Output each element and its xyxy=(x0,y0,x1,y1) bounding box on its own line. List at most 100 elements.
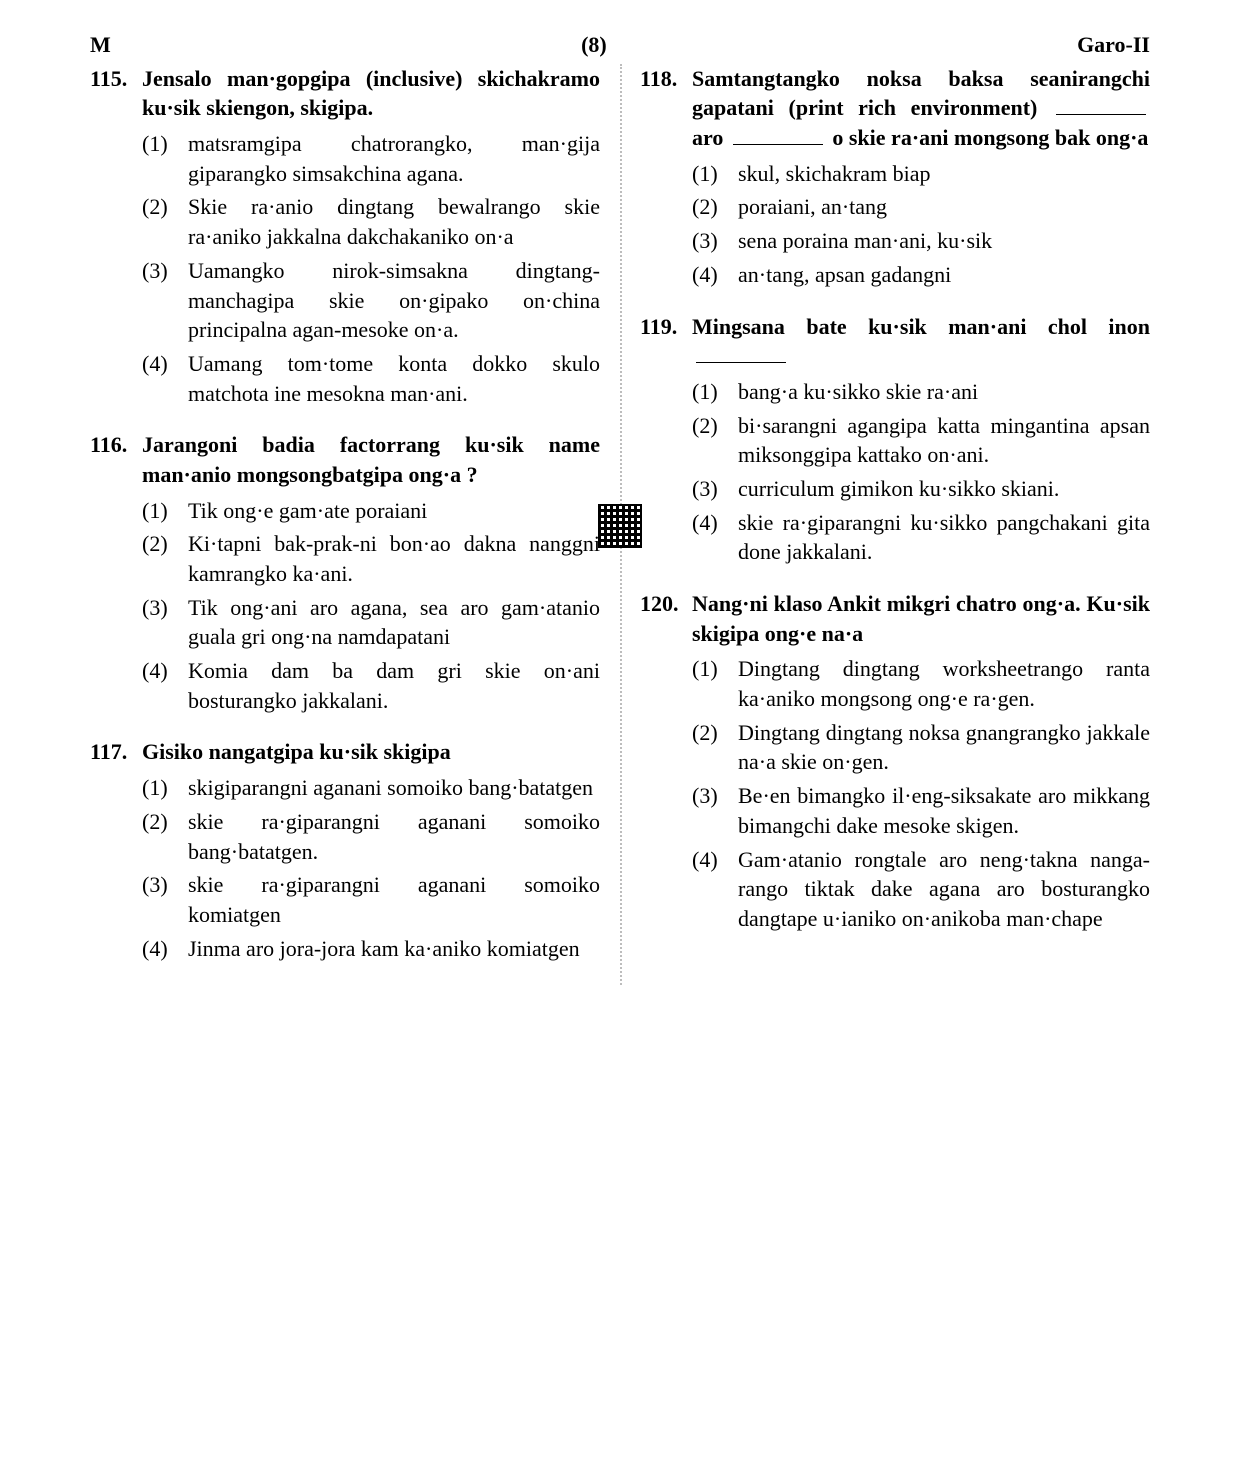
option: (4)Gam·atanio rongtale aro neng·takna na… xyxy=(692,845,1150,934)
question: 116.Jarangoni badia factorrang ku·sik na… xyxy=(90,430,600,719)
fill-blank xyxy=(733,123,823,145)
option-text: sena poraina man·ani, ku·sik xyxy=(738,226,1150,256)
question: 118.Samtangtangko noksa baksa seanirangc… xyxy=(640,64,1150,294)
option-text: Jinma aro jora-jora kam ka·aniko komiatg… xyxy=(188,934,600,964)
option-text: Gam·atanio rongtale aro neng·takna nanga… xyxy=(738,845,1150,934)
question-body: Gisiko nangatgipa ku·sik skigipa (1)skigi… xyxy=(142,737,600,967)
option: (3)curriculum gimikon ku·sikko skiani. xyxy=(692,474,1150,504)
option-number: (2) xyxy=(692,192,738,222)
option-text: Uamangko nirok-simsakna dingtang-manchag… xyxy=(188,256,600,345)
question-stem: Jensalo man·gopgipa (inclusive) skichakr… xyxy=(142,64,600,123)
question-number: 118. xyxy=(640,64,692,294)
option: (1)skul, skichakram biap xyxy=(692,159,1150,189)
option: (1)Dingtang dingtang worksheetrango rant… xyxy=(692,654,1150,713)
option: (2)poraiani, an·tang xyxy=(692,192,1150,222)
qr-code-icon xyxy=(598,504,642,548)
option-text: Uamang tom·tome konta dokko skulo matcho… xyxy=(188,349,600,408)
option: (4)Komia dam ba dam gri skie on·ani bost… xyxy=(142,656,600,715)
option-number: (3) xyxy=(142,593,188,652)
option-text: Be·en bimangko il·eng-siksakate aro mikk… xyxy=(738,781,1150,840)
question-number: 115. xyxy=(90,64,142,413)
option-number: (2) xyxy=(142,807,188,866)
option-text: Dingtang dingtang worksheetrango ranta k… xyxy=(738,654,1150,713)
option-text: bi·sarangni agangipa katta mingantina ap… xyxy=(738,411,1150,470)
option: (2)Ki·tapni bak-prak-ni bon·ao dakna nan… xyxy=(142,529,600,588)
option-number: (4) xyxy=(142,349,188,408)
option-number: (2) xyxy=(692,718,738,777)
option-text: bang·a ku·sikko skie ra·ani xyxy=(738,377,1150,407)
question-body: Jarangoni badia factorrang ku·sik name m… xyxy=(142,430,600,719)
option: (3)sena poraina man·ani, ku·sik xyxy=(692,226,1150,256)
option: (1)skigiparangni aganani somoiko bang·ba… xyxy=(142,773,600,803)
option-number: (3) xyxy=(692,781,738,840)
option: (1)bang·a ku·sikko skie ra·ani xyxy=(692,377,1150,407)
option: (4)skie ra·giparangni ku·sikko pangchaka… xyxy=(692,508,1150,567)
question-number: 117. xyxy=(90,737,142,967)
question-number: 119. xyxy=(640,312,692,572)
question-stem: Gisiko nangatgipa ku·sik skigipa xyxy=(142,737,600,767)
option-text: Skie ra·anio dingtang bewalrango skie ra… xyxy=(188,192,600,251)
option-number: (2) xyxy=(142,192,188,251)
option-number: (1) xyxy=(692,654,738,713)
option: (3)skie ra·giparangni aganani somoiko ko… xyxy=(142,870,600,929)
option-text: Komia dam ba dam gri skie on·ani bostura… xyxy=(188,656,600,715)
option: (2)Skie ra·anio dingtang bewalrango skie… xyxy=(142,192,600,251)
option: (3)Tik ong·ani aro agana, sea aro gam·at… xyxy=(142,593,600,652)
option-number: (1) xyxy=(692,159,738,189)
option: (4)Jinma aro jora-jora kam ka·aniko komi… xyxy=(142,934,600,964)
question-stem: Nang·ni klaso Ankit mikgri chatro ong·a.… xyxy=(692,589,1150,648)
fill-blank xyxy=(696,341,786,363)
option-text: Dingtang dingtang noksa gnangrangko jakk… xyxy=(738,718,1150,777)
option-number: (4) xyxy=(142,934,188,964)
question-number: 116. xyxy=(90,430,142,719)
option: (4)an·tang, apsan gadangni xyxy=(692,260,1150,290)
option-number: (4) xyxy=(142,656,188,715)
option: (2)skie ra·giparangni aganani somoiko ba… xyxy=(142,807,600,866)
option-text: skie ra·giparangni ku·sikko pangchakani … xyxy=(738,508,1150,567)
question-body: Jensalo man·gopgipa (inclusive) skichakr… xyxy=(142,64,600,413)
option: (1)Tik ong·e gam·ate poraiani xyxy=(142,496,600,526)
option-number: (2) xyxy=(692,411,738,470)
option-number: (1) xyxy=(692,377,738,407)
option-text: skul, skichakram biap xyxy=(738,159,1150,189)
option: (3)Be·en bimangko il·eng-siksakate aro m… xyxy=(692,781,1150,840)
question-body: Mingsana bate ku·sik man·ani chol inon (… xyxy=(692,312,1150,572)
option-number: (3) xyxy=(692,474,738,504)
question-body: Samtangtangko noksa baksa seanirangchi g… xyxy=(692,64,1150,294)
option: (3)Uamangko nirok-simsakna dingtang-manc… xyxy=(142,256,600,345)
question: 115.Jensalo man·gopgipa (inclusive) skic… xyxy=(90,64,600,413)
option-text: Tik ong·ani aro agana, sea aro gam·atani… xyxy=(188,593,600,652)
option-number: (2) xyxy=(142,529,188,588)
option-text: matsramgipa chatrorangko, man·gija gipar… xyxy=(188,129,600,188)
option: (1)matsramgipa chatrorangko, man·gija gi… xyxy=(142,129,600,188)
header-right: Garo-II xyxy=(1077,30,1150,60)
question-stem: Samtangtangko noksa baksa seanirangchi g… xyxy=(692,64,1150,153)
left-column: 115.Jensalo man·gopgipa (inclusive) skic… xyxy=(90,64,600,986)
option-text: poraiani, an·tang xyxy=(738,192,1150,222)
option: (4)Uamang tom·tome konta dokko skulo mat… xyxy=(142,349,600,408)
option-text: Ki·tapni bak-prak-ni bon·ao dakna nanggn… xyxy=(188,529,600,588)
option-number: (4) xyxy=(692,845,738,934)
question: 117.Gisiko nangatgipa ku·sik skigipa(1)s… xyxy=(90,737,600,967)
option: (2)Dingtang dingtang noksa gnangrangko j… xyxy=(692,718,1150,777)
option-text: skie ra·giparangni aganani somoiko komia… xyxy=(188,870,600,929)
content-columns: 115.Jensalo man·gopgipa (inclusive) skic… xyxy=(90,64,1150,986)
option-number: (4) xyxy=(692,508,738,567)
option-number: (4) xyxy=(692,260,738,290)
option: (2)bi·sarangni agangipa katta mingantina… xyxy=(692,411,1150,470)
question-body: Nang·ni klaso Ankit mikgri chatro ong·a.… xyxy=(692,589,1150,938)
page-header: M (8) Garo-II xyxy=(90,30,1150,60)
option-text: curriculum gimikon ku·sikko skiani. xyxy=(738,474,1150,504)
option-text: skigiparangni aganani somoiko bang·batat… xyxy=(188,773,600,803)
option-number: (1) xyxy=(142,773,188,803)
option-number: (3) xyxy=(692,226,738,256)
right-column: 118.Samtangtangko noksa baksa seanirangc… xyxy=(640,64,1150,986)
question-stem: Mingsana bate ku·sik man·ani chol inon xyxy=(692,312,1150,371)
header-left: M xyxy=(90,30,111,60)
question: 119.Mingsana bate ku·sik man·ani chol in… xyxy=(640,312,1150,572)
header-center: (8) xyxy=(111,30,1077,60)
option-number: (3) xyxy=(142,870,188,929)
question-number: 120. xyxy=(640,589,692,938)
option-text: skie ra·giparangni aganani somoiko bang·… xyxy=(188,807,600,866)
option-number: (1) xyxy=(142,129,188,188)
